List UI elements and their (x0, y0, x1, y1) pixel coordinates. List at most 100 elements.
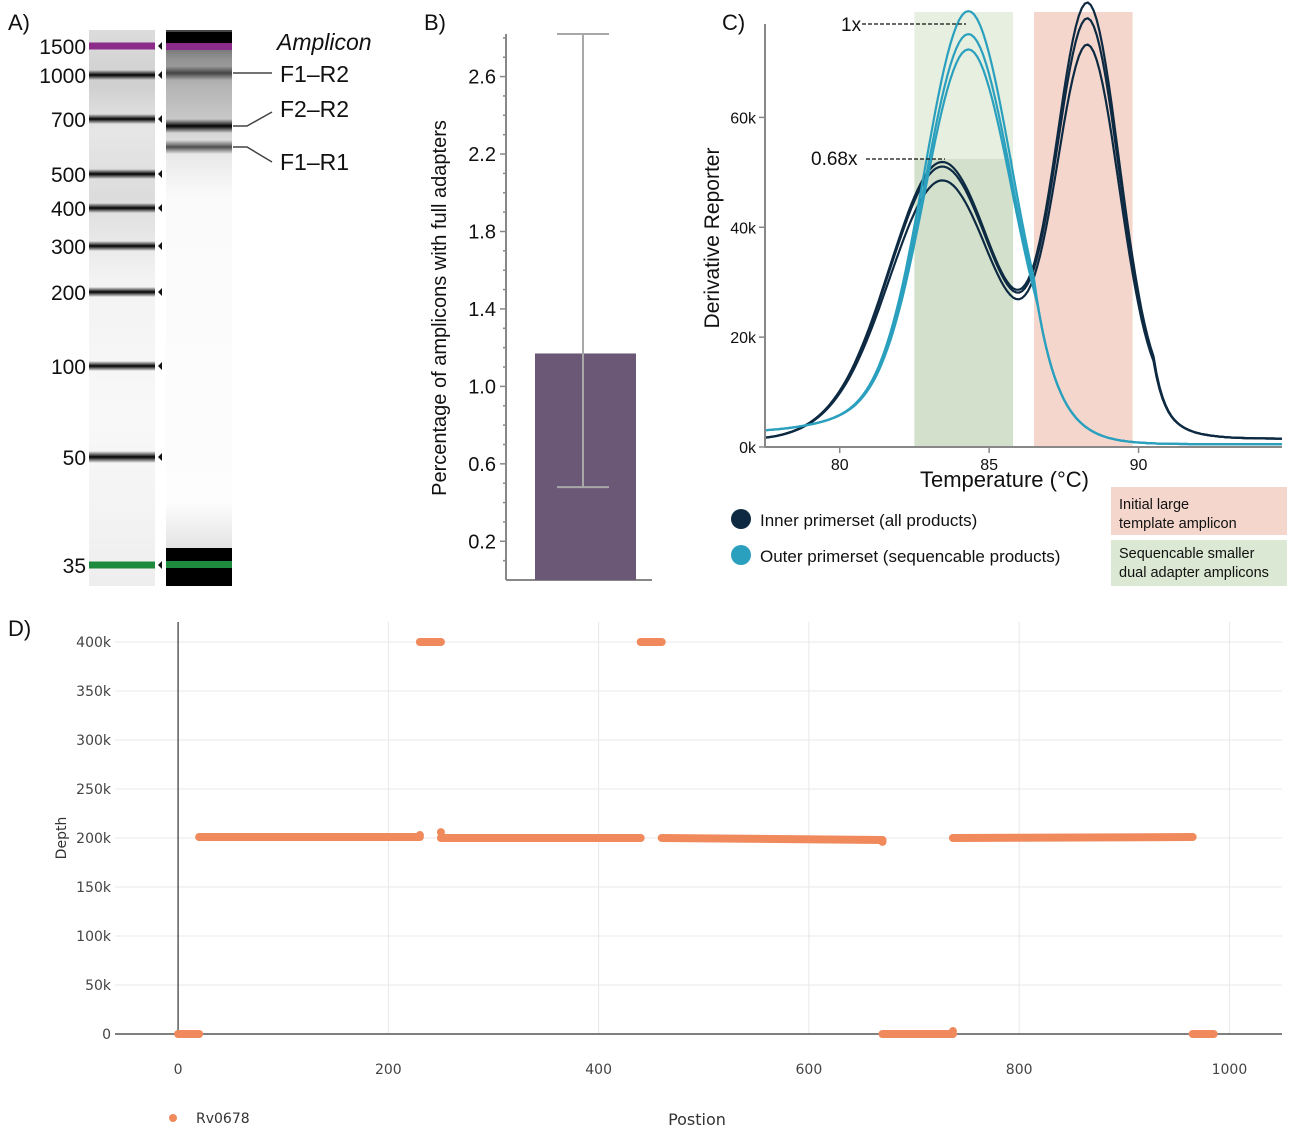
d-x-tick-label: 800 (1006, 1062, 1033, 1078)
b-tick-label: 1.0 (468, 376, 496, 398)
d-y-tick-label: 250k (76, 782, 112, 798)
ladder-arrow-100 (158, 362, 162, 370)
d-x-tick-label: 200 (375, 1062, 402, 1078)
panel-c-label: C) (722, 10, 745, 35)
amplicon-label-f1r1: F1–R1 (280, 149, 349, 175)
d-y-axis-label: Depth (54, 817, 70, 860)
outer-curve-3 (764, 48, 1282, 446)
ladder-arrow-700 (158, 115, 162, 123)
ladder-label-100: 100 (51, 356, 86, 379)
band-legend-green-line2: dual adapter amplicons (1119, 565, 1269, 581)
d-legend-swatch (169, 1114, 177, 1122)
depth-point-4 (948, 1027, 957, 1036)
c-legend: Inner primerset (all products) Outer pri… (731, 509, 1060, 566)
sample-band-f2r2 (166, 119, 232, 133)
sample-bottom-band-2 (166, 568, 232, 586)
depth-point-3 (878, 837, 887, 846)
ladder-label-50: 50 (63, 447, 86, 470)
sample-marker-lower (166, 561, 232, 568)
d-y-tick-label: 0 (102, 1027, 111, 1043)
d-scatter-points (174, 638, 1218, 1038)
ladder-band-400 (89, 203, 155, 213)
legend-outer-label: Outer primerset (sequencable products) (760, 547, 1060, 566)
legend-inner-swatch (731, 509, 751, 529)
c-y-tick-label: 0k (739, 440, 757, 457)
sample-bands (166, 32, 232, 586)
depth-point-2 (436, 828, 445, 837)
ladder-label-400: 400 (51, 198, 86, 221)
b-tick-label: 0.2 (468, 531, 496, 553)
bar-mean (535, 353, 636, 580)
band-dual-adapter-lower (914, 159, 1014, 447)
ladder-label-1000: 1000 (39, 65, 86, 88)
ladder-bands (89, 42, 162, 569)
d-x-axis-label: Postion (668, 1110, 726, 1127)
b-y-ticks: 0.2 0.6 1.0 1.4 1.8 2.2 2.6 (468, 37, 506, 562)
melt-curve-panel: C) 80 85 90 0k 20k 40k 60k 1x 0.68x Temperatur… (701, 1, 1287, 586)
c-x-tick-label: 90 (1130, 457, 1148, 474)
b-tick-label: 1.4 (468, 299, 496, 321)
sample-band-f1r2 (166, 66, 232, 80)
ladder-band-700 (89, 114, 155, 124)
ladder-band-50 (89, 451, 155, 463)
d-legend[interactable]: Rv0678 (169, 1111, 250, 1127)
sample-marker-upper (166, 43, 232, 50)
ladder-arrow-200 (158, 288, 162, 296)
band-legend-pink-line1: Initial large (1119, 497, 1189, 513)
legend-inner-label: Inner primerset (all products) (760, 511, 977, 530)
b-y-axis-label: Percentage of amplicons with full adapte… (429, 120, 451, 496)
band-legend-green (1111, 540, 1287, 586)
outer-curve-1 (764, 9, 1282, 446)
depth-point-1 (415, 831, 424, 840)
d-legend-label[interactable]: Rv0678 (196, 1111, 250, 1127)
ladder-lane (89, 30, 155, 586)
sample-lane (166, 30, 232, 586)
d-y-tick-label: 400k (76, 635, 112, 651)
ladder-arrow-1500 (158, 42, 162, 50)
ladder-label-700: 700 (51, 109, 86, 132)
ladder-arrow-35 (158, 561, 162, 569)
d-x-tick-label: 400 (585, 1062, 612, 1078)
ladder-arrow-300 (158, 242, 162, 250)
d-x-tick-label: 600 (796, 1062, 823, 1078)
panel-d-label: D) (8, 616, 31, 641)
band-legend-pink (1111, 487, 1287, 535)
d-x-tick-label: 0 (174, 1062, 183, 1078)
ladder-band-100 (89, 361, 155, 371)
d-y-tick-label: 200k (76, 831, 112, 847)
d-y-tick-label: 50k (85, 978, 112, 994)
ladder-label-35: 35 (63, 555, 86, 578)
d-y-tick-label: 300k (76, 733, 112, 749)
band-large-template (1033, 12, 1133, 447)
panel-a-label: A) (8, 10, 30, 35)
band-legend: Initial large template amplicon Sequenca… (1111, 487, 1287, 586)
sample-bottom-band (166, 548, 232, 561)
amplicon-label-f1r2: F1–R2 (280, 61, 349, 87)
annotation-1x: 1x (841, 15, 862, 36)
ladder-band-35 (89, 561, 155, 569)
amplicon-callouts: F1–R2 F2–R2 F1–R1 (233, 61, 349, 175)
legend-outer-swatch (731, 545, 751, 565)
c-y-tick-label: 20k (730, 330, 757, 347)
ladder-band-1500 (89, 42, 155, 50)
c-annotations: 1x 0.68x (811, 15, 966, 170)
c-x-tick-label: 80 (831, 457, 849, 474)
ladder-band-1000 (89, 70, 155, 80)
ladder-arrow-500 (158, 170, 162, 178)
ladder-label-200: 200 (51, 282, 86, 305)
sample-top-band (166, 32, 232, 44)
panel-b-label: B) (424, 10, 446, 35)
inner-curve-3 (764, 43, 1282, 440)
d-x-tick-label: 1000 (1212, 1062, 1248, 1078)
ladder-label-1500: 1500 (39, 36, 86, 59)
amplicon-label-f2r2: F2–R2 (280, 96, 349, 122)
c-x-axis-label: Temperature (°C) (920, 467, 1089, 492)
b-tick-label: 2.2 (468, 144, 496, 166)
ladder-arrow-400 (158, 204, 162, 212)
ladder-arrow-1000 (158, 71, 162, 79)
b-tick-label: 2.6 (468, 67, 496, 89)
ladder-band-300 (89, 241, 155, 251)
d-y-tick-label: 350k (76, 684, 112, 700)
c-y-tick-label: 60k (730, 110, 757, 127)
c-temperature-bands (914, 12, 1133, 447)
